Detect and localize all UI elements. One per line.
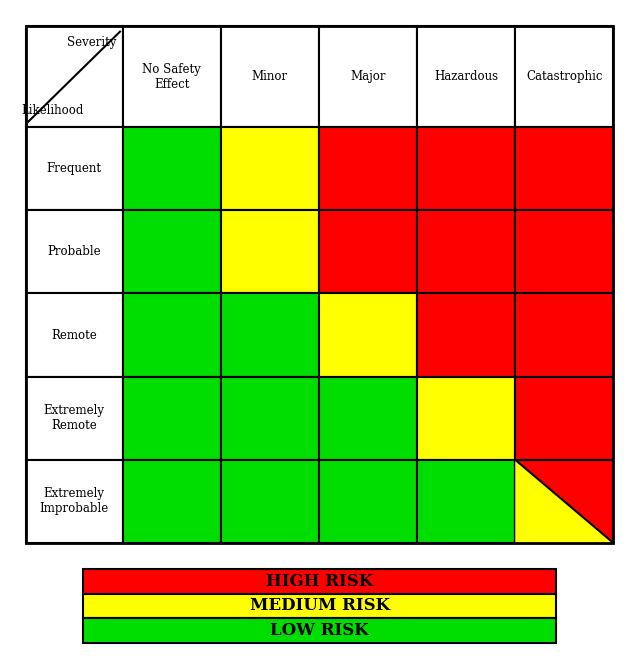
Text: Hazardous: Hazardous (434, 71, 498, 83)
Text: Likelihood: Likelihood (22, 104, 84, 117)
Bar (515, 127, 613, 210)
Bar (83, 594, 556, 618)
Text: HIGH RISK: HIGH RISK (266, 573, 373, 590)
Bar (417, 293, 515, 377)
Bar (26, 293, 123, 377)
Bar (515, 460, 613, 543)
Bar (26, 127, 123, 210)
Bar (515, 460, 613, 543)
Bar (319, 460, 417, 543)
Bar (515, 293, 613, 377)
Bar (83, 569, 556, 594)
Bar (123, 293, 220, 377)
Bar (123, 460, 220, 543)
Bar (220, 127, 319, 210)
Bar (319, 26, 417, 127)
Text: Major: Major (350, 71, 386, 83)
Bar (515, 210, 613, 293)
Text: No Safety
Effect: No Safety Effect (142, 63, 201, 91)
Bar (220, 460, 319, 543)
Bar (123, 377, 220, 460)
Bar (220, 210, 319, 293)
Bar (83, 618, 556, 643)
Bar (417, 210, 515, 293)
Bar (417, 26, 515, 127)
Text: LOW RISK: LOW RISK (270, 622, 369, 639)
Bar (26, 26, 613, 543)
Bar (26, 26, 123, 127)
Bar (123, 210, 220, 293)
Bar (26, 377, 123, 460)
Bar (515, 377, 613, 460)
Bar (319, 210, 417, 293)
Bar (319, 377, 417, 460)
Bar (220, 293, 319, 377)
Bar (26, 460, 123, 543)
Bar (123, 127, 220, 210)
Bar (220, 377, 319, 460)
Bar (319, 127, 417, 210)
Text: MEDIUM RISK: MEDIUM RISK (249, 598, 390, 614)
Bar (319, 293, 417, 377)
Bar (515, 26, 613, 127)
Bar (220, 26, 319, 127)
Bar (26, 210, 123, 293)
Text: Minor: Minor (252, 71, 288, 83)
Text: Remote: Remote (51, 329, 97, 341)
Text: Catastrophic: Catastrophic (526, 71, 603, 83)
Bar (417, 460, 515, 543)
Bar (417, 127, 515, 210)
Bar (123, 26, 220, 127)
Text: Extremely
Remote: Extremely Remote (43, 404, 105, 432)
Polygon shape (515, 460, 613, 543)
Bar (417, 377, 515, 460)
Text: Frequent: Frequent (47, 162, 102, 175)
Text: Severity: Severity (67, 36, 116, 49)
Text: Probable: Probable (47, 245, 101, 258)
Text: Extremely
Improbable: Extremely Improbable (40, 488, 109, 515)
